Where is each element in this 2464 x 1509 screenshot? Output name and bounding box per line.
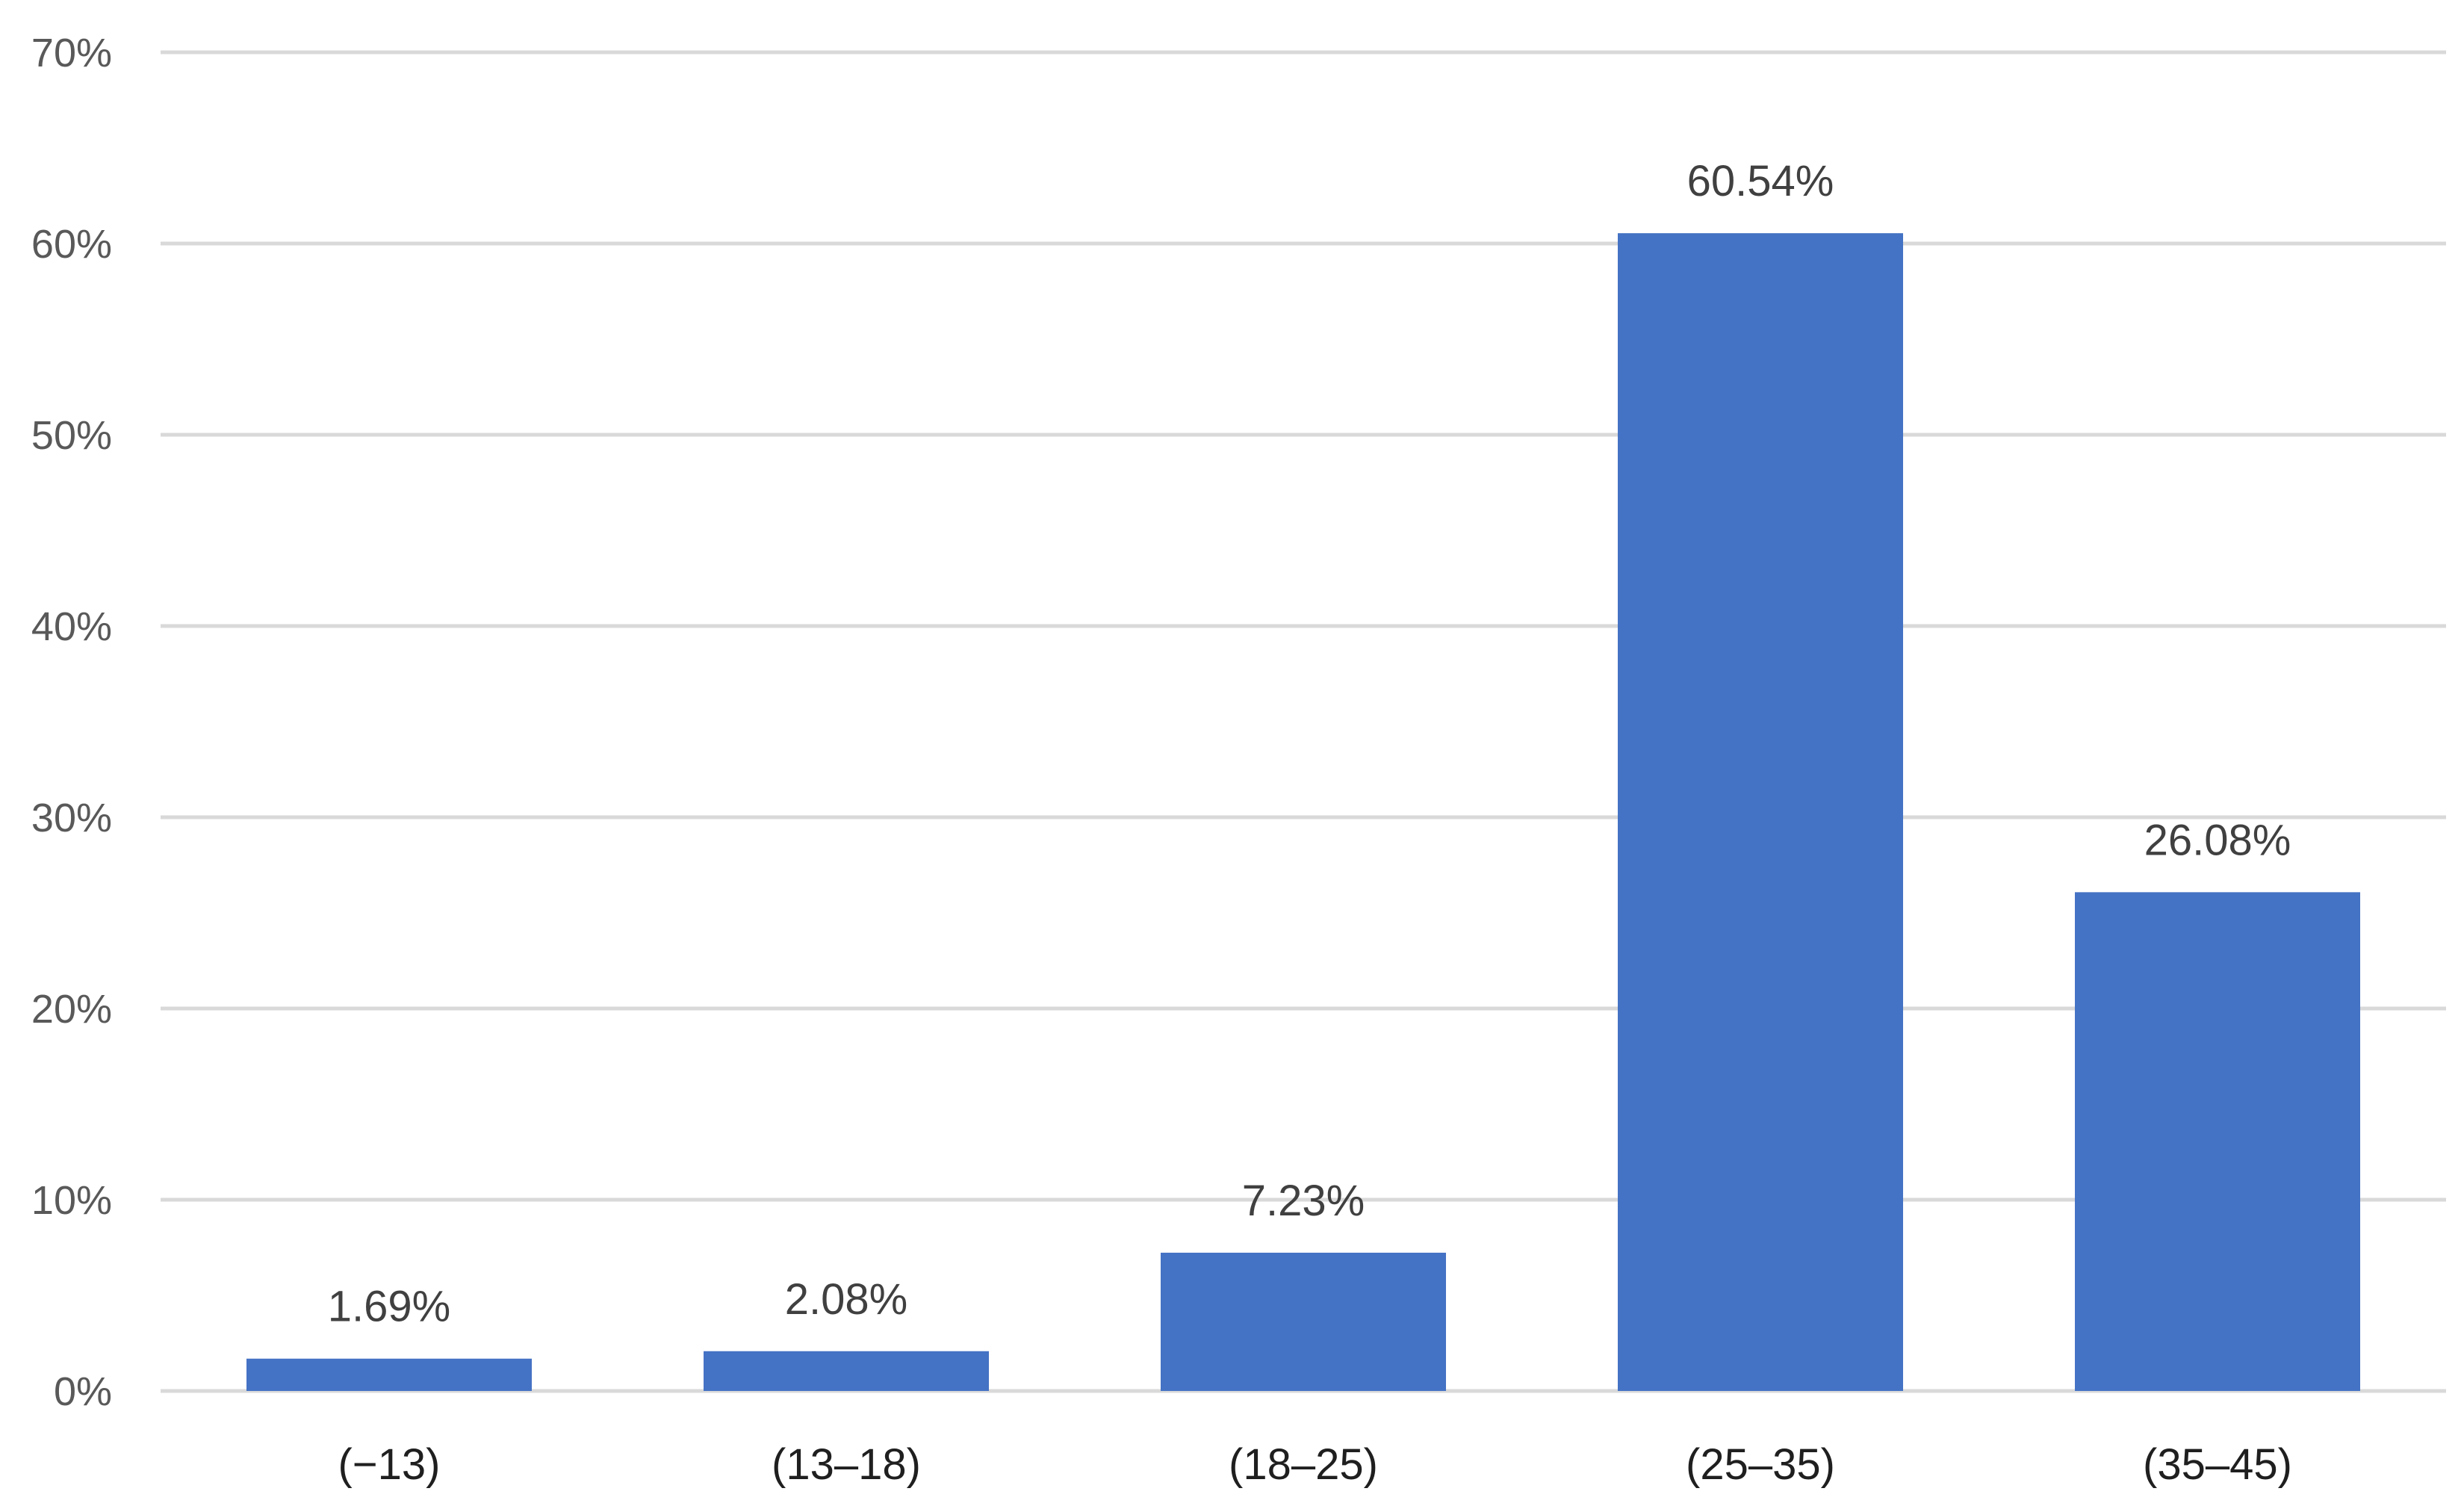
- data-label: 1.69%: [328, 1283, 450, 1331]
- y-tick-label: 70%: [31, 31, 112, 75]
- bar-0: [246, 1358, 532, 1391]
- bar-2: [1161, 1252, 1446, 1391]
- y-tick-label: 60%: [31, 222, 112, 267]
- data-label: 26.08%: [2144, 816, 2291, 864]
- y-tick-label: 10%: [31, 1178, 112, 1223]
- category-label: (18–25): [1229, 1440, 1378, 1489]
- y-tick-label: 50%: [31, 413, 112, 458]
- x-axis-category-labels: (−13) (13–18) (18–25) (25–35) (35–45): [338, 1440, 2291, 1489]
- y-tick-label: 0%: [54, 1369, 112, 1414]
- bar-4: [2075, 892, 2360, 1391]
- data-labels: 1.69% 2.08% 7.23% 60.54% 26.08%: [328, 157, 2291, 1331]
- category-label: (25–35): [1686, 1440, 1835, 1489]
- data-label: 60.54%: [1687, 157, 1834, 205]
- bar-3: [1618, 233, 1903, 1391]
- gridlines: [161, 50, 2446, 1393]
- category-label: (13–18): [772, 1440, 921, 1489]
- bar-1: [704, 1351, 989, 1391]
- y-axis-tick-labels: 0% 10% 20% 30% 40% 50% 60% 70%: [31, 31, 112, 1414]
- data-label: 7.23%: [1242, 1177, 1365, 1225]
- y-tick-label: 20%: [31, 987, 112, 1032]
- bars: [246, 233, 2360, 1391]
- category-label: (35–45): [2143, 1440, 2292, 1489]
- category-label: (−13): [338, 1440, 440, 1489]
- y-tick-label: 30%: [31, 796, 112, 840]
- data-label: 2.08%: [785, 1275, 907, 1324]
- y-tick-label: 40%: [31, 604, 112, 649]
